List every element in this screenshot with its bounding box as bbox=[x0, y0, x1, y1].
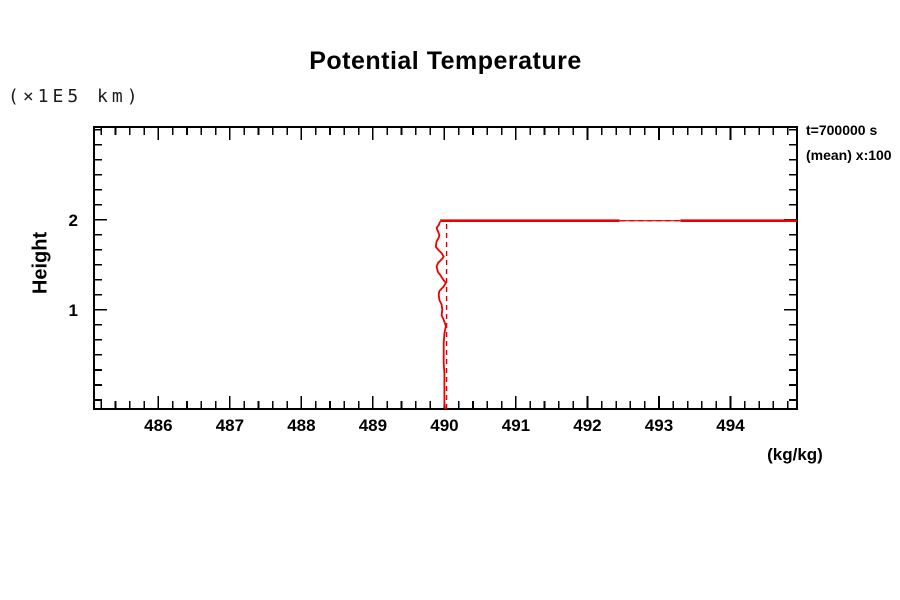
x-tick-label: 488 bbox=[287, 416, 315, 435]
mean-profile-line bbox=[445, 219, 797, 409]
annotation-mean: (mean) x:100 bbox=[806, 147, 892, 163]
y-tick-label: 1 bbox=[69, 301, 78, 320]
x-axis-unit-label: (kg/kg) bbox=[767, 445, 823, 464]
x-tick-label: 493 bbox=[645, 416, 673, 435]
x-tick-label: 486 bbox=[144, 416, 172, 435]
axis-box bbox=[93, 126, 798, 410]
y-axis-unit-label: (×1E5 km) bbox=[8, 86, 142, 107]
chart-title: Potential Temperature bbox=[309, 47, 582, 75]
x-tick-label: 491 bbox=[502, 416, 530, 435]
x-tick-label: 487 bbox=[216, 416, 244, 435]
y-tick-label: 2 bbox=[69, 211, 78, 230]
annotation-time: t=700000 s bbox=[806, 122, 878, 138]
x-tick-label: 489 bbox=[359, 416, 387, 435]
temperature-profile-line bbox=[434, 221, 447, 410]
x-tick-label: 492 bbox=[573, 416, 601, 435]
x-tick-label: 494 bbox=[716, 416, 745, 435]
x-tick-label: 490 bbox=[430, 416, 458, 435]
